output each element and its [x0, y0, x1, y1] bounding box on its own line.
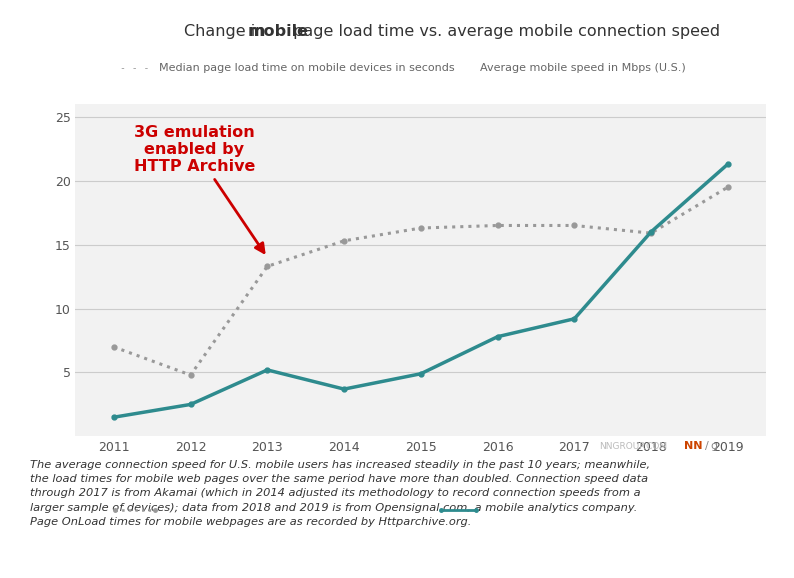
- Text: /: /: [705, 441, 709, 451]
- Text: NN: NN: [684, 441, 703, 451]
- Text: The average connection speed for U.S. mobile users has increased steadily in the: The average connection speed for U.S. mo…: [30, 460, 650, 527]
- Text: 3G emulation
enabled by
HTTP Archive: 3G emulation enabled by HTTP Archive: [133, 124, 264, 253]
- Text: g: g: [711, 441, 718, 451]
- Text: mobile: mobile: [248, 24, 308, 39]
- Text: - - -: - - -: [121, 63, 149, 73]
- Text: Change in: Change in: [184, 24, 271, 39]
- Text: page load time vs. average mobile connection speed: page load time vs. average mobile connec…: [288, 24, 720, 39]
- Text: Median page load time on mobile devices in seconds: Median page load time on mobile devices …: [159, 63, 454, 73]
- Text: NNGROUP.COM: NNGROUP.COM: [599, 442, 668, 451]
- Text: Average mobile speed in Mbps (U.S.): Average mobile speed in Mbps (U.S.): [480, 63, 686, 73]
